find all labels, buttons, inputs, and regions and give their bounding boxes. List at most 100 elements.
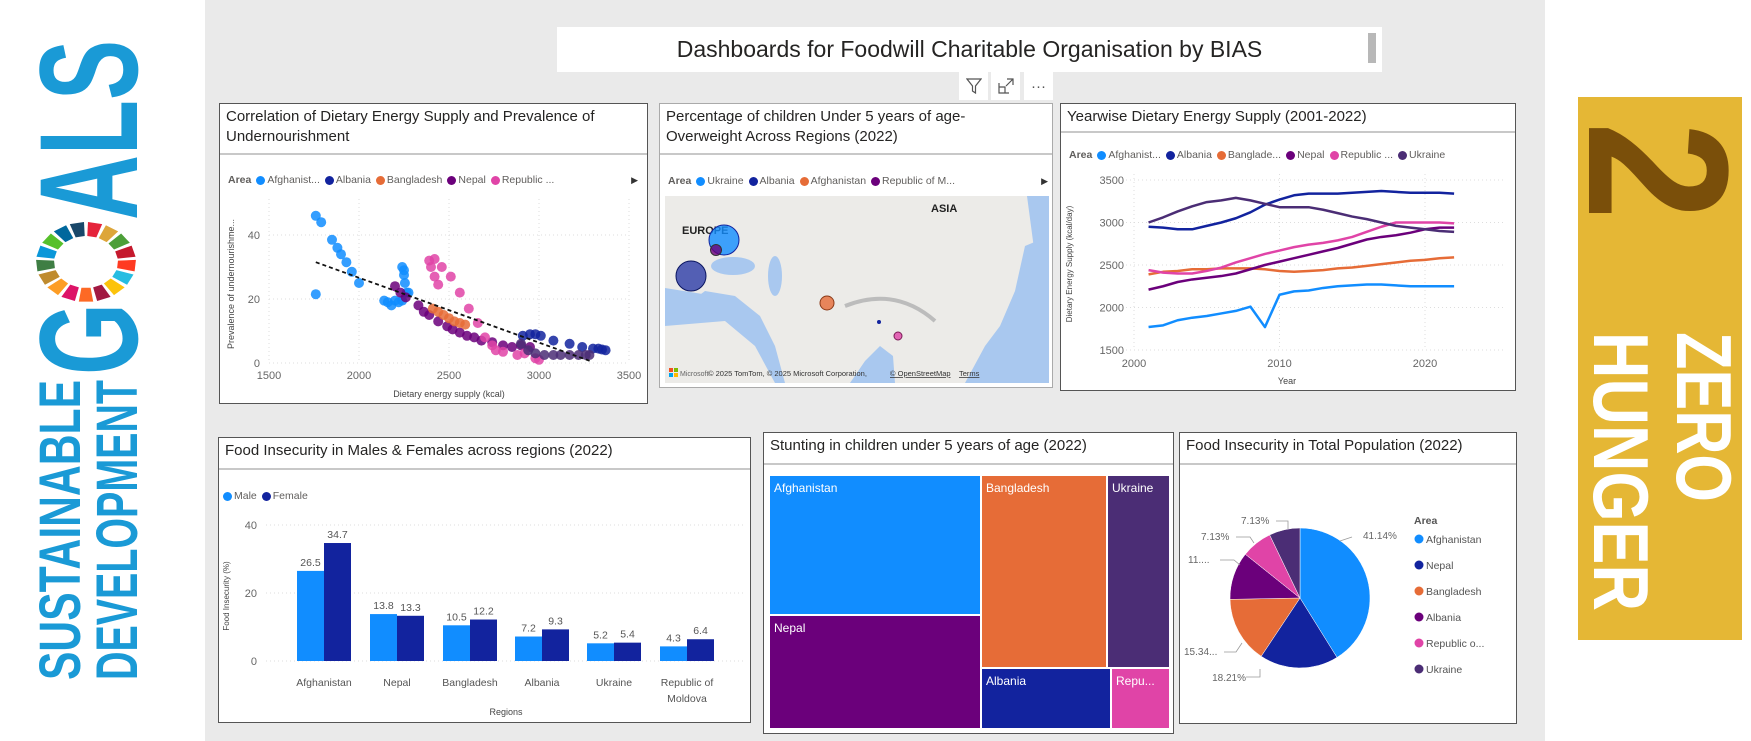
treemap-tile-ukraine[interactable]: Ukraine	[1108, 476, 1169, 667]
scatter-visual[interactable]: Correlation of Dietary Energy Supply and…	[219, 103, 648, 404]
scatter-point-ukraine[interactable]	[584, 350, 595, 360]
pie-slice-bangladesh[interactable]	[1229, 597, 1301, 657]
bar-visual[interactable]: Food Insecurity in Males & Females acros…	[218, 437, 751, 723]
treemap-visual[interactable]: Stunting in children under 5 years of ag…	[763, 432, 1174, 734]
scatter-point-ukraine[interactable]	[548, 350, 559, 360]
legend-next-arrow-icon[interactable]: ▶	[1041, 175, 1048, 186]
legend-item-nepal[interactable]: Nepal	[447, 174, 486, 186]
title-scrollbar[interactable]	[1368, 33, 1376, 63]
scatter-point-afghanistan[interactable]	[399, 278, 410, 288]
pie-visual[interactable]: Food Insecurity in Total Population (202…	[1179, 432, 1517, 724]
map-bubble[interactable]	[893, 331, 903, 341]
scatter-point-bangladesh[interactable]	[460, 319, 471, 330]
scatter-point-republic-of-moldova[interactable]	[454, 287, 465, 298]
legend-next-arrow-icon[interactable]: ▶	[631, 174, 638, 185]
bar-male-bangladesh[interactable]	[443, 625, 470, 661]
terms-link[interactable]: Terms	[959, 369, 980, 378]
bar-female-albania[interactable]	[542, 629, 569, 661]
treemap-tile-republic-of-moldova[interactable]: Repu...	[1112, 669, 1169, 728]
scatter-point-ukraine[interactable]	[530, 348, 541, 359]
scatter-point-republic-of-moldova[interactable]	[426, 262, 436, 272]
scatter-point-albania[interactable]	[577, 342, 588, 352]
pie-slice-nepal[interactable]	[1260, 597, 1338, 669]
pie-slice-ukraine[interactable]	[1269, 527, 1301, 599]
scatter-point-afghanistan[interactable]	[316, 217, 327, 228]
map-bubble-albania[interactable]	[675, 260, 707, 292]
bar-female-nepal[interactable]	[397, 615, 424, 661]
bar-male-albania[interactable]	[515, 636, 542, 661]
legend-item-banglade[interactable]: Banglade...	[1216, 149, 1281, 161]
legend-item-afghanistan[interactable]: Afghanistan	[1414, 534, 1482, 546]
scatter-point-albania[interactable]	[564, 338, 575, 349]
line-series-afghanistan[interactable]	[1148, 283, 1455, 329]
pie-slice-afghanistan[interactable]	[1299, 527, 1371, 658]
map-bubble[interactable]	[877, 320, 881, 324]
map-visual[interactable]: Percentage of children Under 5 years of …	[659, 103, 1053, 388]
scatter-point-republic-of-moldova[interactable]	[433, 279, 444, 290]
bar-male-ukraine[interactable]	[587, 643, 614, 661]
scatter-point-republic-of-moldova[interactable]	[480, 332, 490, 343]
scatter-point-republic-of-moldova[interactable]	[498, 346, 508, 357]
bar-male-nepal[interactable]	[370, 614, 397, 661]
line-series-nepal[interactable]	[1148, 226, 1455, 291]
scatter-point-albania[interactable]	[600, 345, 611, 356]
bar-female-ukraine[interactable]	[614, 642, 641, 661]
treemap-tile-afghanistan[interactable]: Afghanistan	[770, 476, 980, 614]
bar-male-republic-of-moldova[interactable]	[660, 646, 687, 661]
scatter-point-afghanistan[interactable]	[336, 249, 346, 260]
legend-item-nepal[interactable]: Nepal	[1286, 149, 1325, 161]
treemap-tile-nepal[interactable]: Nepal	[770, 616, 980, 728]
legend-item-bangladesh[interactable]: Bangladesh	[1414, 586, 1482, 598]
bar-female-afghanistan[interactable]	[324, 543, 351, 661]
legend-item-albania[interactable]: Albania	[1165, 149, 1212, 161]
line-series-bangladesh[interactable]	[1148, 256, 1455, 276]
map-bubble-afghanistan[interactable]	[819, 295, 835, 311]
line-visual[interactable]: Yearwise Dietary Energy Supply (2001-202…	[1060, 103, 1516, 391]
scatter-point-republic-of-moldova[interactable]	[445, 271, 456, 282]
legend-item-bangladesh[interactable]: Bangladesh	[375, 174, 442, 186]
legend-item-afghanistan[interactable]: Afghanistan	[799, 175, 866, 187]
focus-mode-button[interactable]	[991, 72, 1020, 100]
bar-male-afghanistan[interactable]	[297, 570, 324, 661]
legend-item-albania[interactable]: Albania	[1414, 612, 1462, 624]
scatter-point-republic-of-moldova[interactable]	[463, 303, 474, 314]
scatter-point-nepal[interactable]	[507, 342, 517, 352]
scatter-point-republic-of-moldova[interactable]	[429, 254, 440, 264]
map-bubble-republic-of-moldova[interactable]	[710, 244, 722, 256]
legend-item-ukraine[interactable]: Ukraine	[1398, 149, 1445, 161]
scatter-point-afghanistan[interactable]	[341, 257, 352, 268]
legend-item-albania[interactable]: Albania	[324, 174, 371, 186]
legend-item-female[interactable]: Female	[261, 490, 308, 502]
scatter-point-ukraine[interactable]	[516, 338, 526, 349]
scatter-point-afghanistan[interactable]	[354, 278, 364, 288]
line-series-albania[interactable]	[1148, 189, 1455, 231]
treemap-tile-bangladesh[interactable]: Bangladesh	[982, 476, 1106, 667]
scatter-point-albania[interactable]	[548, 335, 559, 346]
legend-item-albania[interactable]: Albania	[748, 175, 795, 187]
bar-female-bangladesh[interactable]	[470, 619, 497, 661]
legend-item-nepal[interactable]: Nepal	[1414, 560, 1454, 572]
scatter-point-afghanistan[interactable]	[310, 289, 321, 300]
legend-item-republic-of-m[interactable]: Republic of M...	[871, 175, 955, 187]
legend-item-republic[interactable]: Republic ...	[1329, 149, 1393, 161]
osm-link[interactable]: © OpenStreetMap	[890, 369, 951, 378]
treemap-tile-albania[interactable]: Albania	[982, 669, 1110, 728]
scatter-point-republic-of-moldova[interactable]	[429, 271, 440, 282]
line-series-ukraine[interactable]	[1148, 196, 1455, 234]
legend-item-afghanist[interactable]: Afghanist...	[256, 174, 320, 186]
scatter-point-ukraine[interactable]	[539, 350, 550, 360]
legend-item-afghanist[interactable]: Afghanist...	[1097, 149, 1161, 161]
scatter-point-republic-of-moldova[interactable]	[436, 262, 447, 272]
legend-item-male[interactable]: Male	[223, 490, 257, 502]
bar-female-republic-of-moldova[interactable]	[687, 639, 714, 661]
scatter-point-ukraine[interactable]	[555, 350, 566, 360]
map-canvas[interactable]: EUROPE ASIA Microsoft © 2025 TomTom, © 2…	[665, 196, 1049, 383]
more-options-button[interactable]: ···	[1024, 72, 1053, 100]
line-series-republic-of-moldova[interactable]	[1148, 221, 1455, 275]
filter-button[interactable]	[959, 72, 988, 100]
scatter-point-afghanistan[interactable]	[399, 270, 409, 280]
legend-item-republic[interactable]: Republic ...	[490, 174, 554, 186]
legend-item-republic-of-moldova[interactable]: Republic o...	[1414, 638, 1485, 650]
scatter-point-afghanistan[interactable]	[327, 234, 337, 245]
legend-item-ukraine[interactable]: Ukraine	[696, 175, 744, 187]
